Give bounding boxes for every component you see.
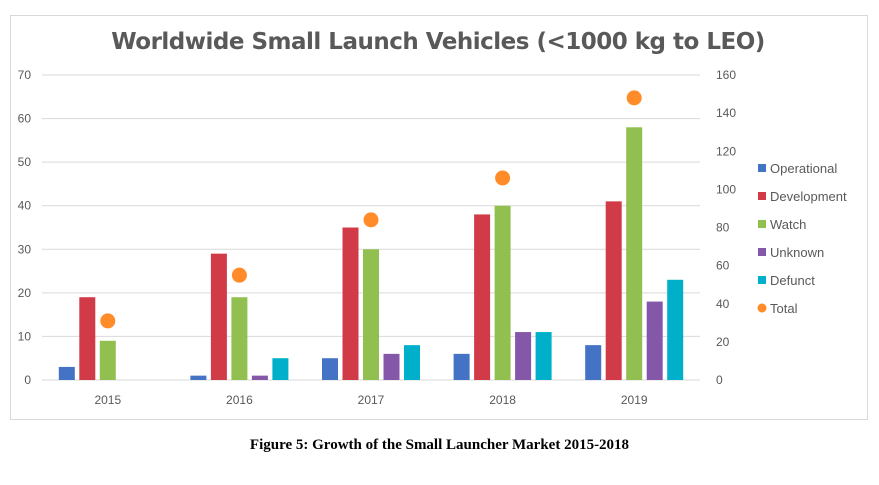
y-right-tick-label: 20 <box>716 335 730 349</box>
y-right-tick-label: 80 <box>716 221 730 235</box>
legend-label: Defunct <box>770 273 815 288</box>
legend-marker <box>757 303 767 313</box>
legend-label: Total <box>770 301 798 316</box>
chart: Worldwide Small Launch Vehicles (<1000 k… <box>18 29 847 407</box>
x-tick-label: 2017 <box>358 393 385 407</box>
y-right-tick-label: 160 <box>716 68 736 82</box>
bar-development <box>79 297 96 380</box>
bar-watch <box>99 340 116 380</box>
bar-defunct <box>535 332 552 380</box>
y-left-tick-label: 0 <box>24 373 31 387</box>
bar-defunct <box>272 358 289 380</box>
legend-label: Development <box>770 189 847 204</box>
point-total <box>495 170 511 186</box>
y-right-tick-label: 0 <box>716 373 723 387</box>
y-right-tick-label: 60 <box>716 259 730 273</box>
bar-development <box>210 253 227 380</box>
x-tick-label: 2018 <box>489 393 516 407</box>
x-tick-label: 2016 <box>226 393 253 407</box>
bar-development <box>605 201 622 380</box>
y-right-tick-label: 40 <box>716 297 730 311</box>
legend-label: Unknown <box>770 245 824 260</box>
bar-watch <box>494 205 511 380</box>
point-total <box>626 90 642 106</box>
bar-defunct <box>667 279 684 380</box>
bar-watch <box>626 127 643 381</box>
point-total <box>363 212 379 228</box>
bar-operational <box>585 345 602 380</box>
bar-operational <box>322 358 338 380</box>
y-left-tick-label: 30 <box>18 242 32 256</box>
legend-marker <box>758 276 766 284</box>
point-total <box>100 313 116 329</box>
y-left-tick-label: 70 <box>18 68 32 82</box>
y-right-tick-label: 120 <box>716 144 736 158</box>
legend-marker <box>758 248 766 256</box>
chart-title: Worldwide Small Launch Vehicles (<1000 k… <box>111 29 765 55</box>
y-right-tick-label: 100 <box>716 182 736 196</box>
y-left-tick-label: 50 <box>18 155 32 169</box>
x-tick-label: 2019 <box>621 393 648 407</box>
y-left-tick-label: 40 <box>18 199 32 213</box>
bar-operational <box>190 375 207 380</box>
figure-caption: Figure 5: Growth of the Small Launcher M… <box>249 437 630 453</box>
y-right-tick-label: 140 <box>716 106 736 120</box>
bar-watch <box>231 297 248 380</box>
bar-development <box>342 227 359 380</box>
point-total <box>231 267 247 283</box>
bar-unknown <box>515 332 532 380</box>
bar-defunct <box>404 345 420 380</box>
legend-marker <box>758 220 766 228</box>
bar-watch <box>363 249 379 380</box>
bar-operational <box>58 366 75 380</box>
bar-operational <box>453 353 470 380</box>
bar-development <box>474 214 491 380</box>
legend-label: Operational <box>770 161 837 176</box>
x-tick-label: 2015 <box>94 393 121 407</box>
y-left-tick-label: 60 <box>18 112 32 126</box>
y-left-tick-label: 20 <box>18 286 32 300</box>
y-left-tick-label: 10 <box>18 329 32 343</box>
legend-label: Watch <box>770 217 806 232</box>
legend-marker <box>758 192 766 200</box>
bar-unknown <box>646 301 663 380</box>
legend-marker <box>758 164 766 172</box>
bar-unknown <box>383 353 400 380</box>
chart-frame <box>10 15 868 420</box>
bar-unknown <box>251 375 268 380</box>
